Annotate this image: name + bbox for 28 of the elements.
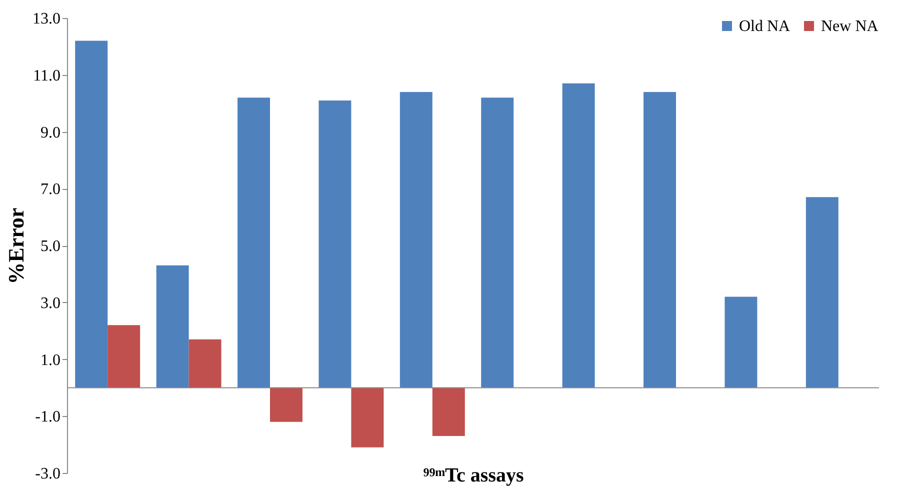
bar (156, 265, 189, 388)
y-tick-label: 7.0 (40, 181, 60, 198)
bar (351, 388, 384, 448)
y-tick-label: 11.0 (33, 67, 60, 84)
legend-label: New NA (821, 18, 879, 35)
x-axis-title: ⁹⁹ᵐTc assays (423, 464, 524, 486)
y-tick-label: -3.0 (35, 466, 60, 482)
bar (318, 100, 352, 388)
bar (724, 296, 758, 388)
bar (432, 388, 465, 436)
bar (188, 339, 222, 388)
bar (75, 40, 108, 388)
y-tick-label: 5.0 (40, 238, 60, 255)
y-tick-label: 13.0 (32, 10, 60, 28)
legend-label: Old NA (739, 18, 791, 35)
y-axis-title: %Error (4, 207, 28, 284)
bar (644, 92, 676, 388)
bar (562, 83, 595, 388)
bar (108, 325, 140, 388)
bar (238, 98, 270, 388)
bar (270, 388, 302, 422)
y-tick-label: 1.0 (40, 352, 60, 369)
bar (400, 92, 432, 388)
y-tick-label: 3.0 (40, 294, 60, 312)
y-tick-label: -1.0 (35, 408, 60, 426)
bar (806, 197, 838, 388)
y-tick-label: 9.0 (40, 124, 60, 142)
bar (481, 98, 514, 388)
